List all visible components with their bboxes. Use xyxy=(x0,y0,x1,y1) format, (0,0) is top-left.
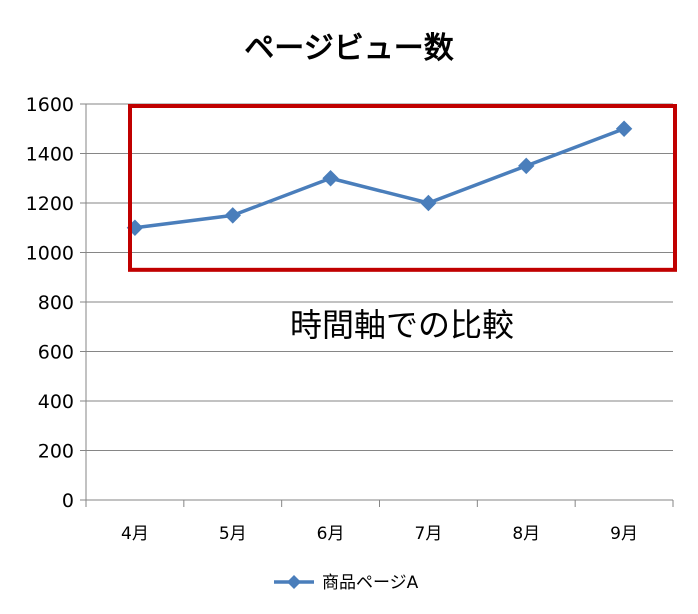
y-tick-label: 0 xyxy=(62,490,74,512)
series-layer xyxy=(126,120,633,236)
axes xyxy=(80,103,674,507)
y-tick-label: 400 xyxy=(38,391,74,413)
y-tick-label: 200 xyxy=(38,441,74,463)
annotation-label: 時間軸での比較 xyxy=(290,306,514,344)
x-tick-label: 4月 xyxy=(121,524,149,544)
x-tick-label: 6月 xyxy=(317,524,345,544)
data-point-diamond[interactable] xyxy=(615,120,633,137)
x-tick-label: 9月 xyxy=(610,524,638,544)
highlight-box xyxy=(128,104,677,272)
gridlines xyxy=(86,103,673,451)
y-tick-label: 1000 xyxy=(26,243,74,265)
y-tick-label: 1600 xyxy=(26,94,74,116)
data-point-diamond[interactable] xyxy=(224,207,241,224)
x-tick-label: 7月 xyxy=(415,524,443,544)
y-tick-label: 1200 xyxy=(26,193,74,215)
x-tick-label: 5月 xyxy=(219,524,247,544)
y-tick-label: 600 xyxy=(38,342,74,364)
chart-title: ページビュー数 xyxy=(244,31,454,66)
legend-diamond-icon xyxy=(287,575,301,589)
data-point-diamond[interactable] xyxy=(518,157,535,175)
data-point-diamond[interactable] xyxy=(322,170,339,187)
x-tick-label: 8月 xyxy=(512,524,540,544)
x-axis-tick-labels: 4月 5月 6月 7月 8月 9月 xyxy=(121,524,638,544)
series-line xyxy=(134,127,625,230)
annotation: 時間軸での比較 xyxy=(128,104,677,344)
data-point-diamond[interactable] xyxy=(420,194,437,212)
y-tick-label: 800 xyxy=(38,292,74,314)
legend[interactable]: 商品ページA xyxy=(274,573,419,593)
legend-label: 商品ページA xyxy=(322,573,419,593)
y-axis-tick-labels: 0 200 400 600 800 1000 1200 1400 1600 xyxy=(26,94,74,512)
y-tick-label: 1400 xyxy=(26,144,74,166)
